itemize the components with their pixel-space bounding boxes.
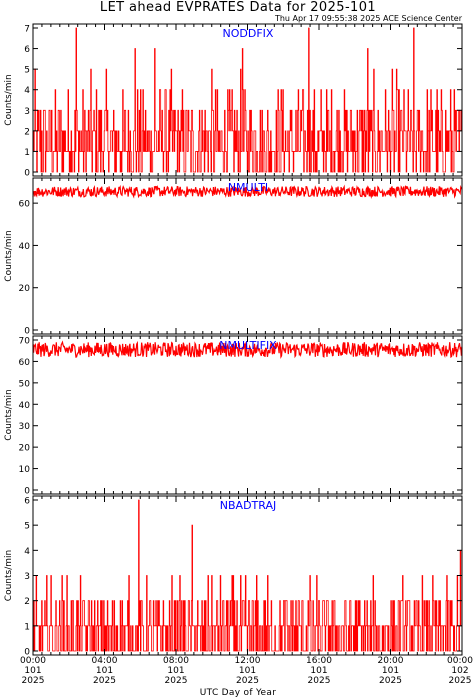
panel-label-nmultifix: NMULTIFIX bbox=[219, 339, 277, 352]
series-line-nbadtraj bbox=[33, 499, 463, 652]
y-axis-label: Counts/min bbox=[4, 230, 14, 281]
series-line-noddfix bbox=[33, 27, 463, 173]
y-tick-label: 60 bbox=[19, 358, 31, 368]
y-tick-label: 6 bbox=[24, 45, 30, 55]
y-tick-label: 30 bbox=[19, 422, 31, 432]
x-tick-label: 101 bbox=[239, 666, 256, 676]
y-tick-label: 0 bbox=[24, 648, 30, 658]
series-line-nmulti bbox=[32, 184, 463, 199]
y-tick-label: 40 bbox=[19, 242, 31, 252]
x-tick-label: 2025 bbox=[449, 676, 472, 686]
panel-frame bbox=[32, 177, 463, 335]
y-tick-label: 4 bbox=[24, 86, 30, 96]
y-axis-label: Counts/min bbox=[4, 74, 14, 125]
x-axis-label: UTC Day of Year bbox=[199, 688, 277, 698]
y-axis-label: Counts/min bbox=[4, 550, 14, 601]
y-axis-label: Counts/min bbox=[4, 389, 14, 440]
y-tick-label: 1 bbox=[24, 622, 30, 632]
y-tick-label: 5 bbox=[24, 66, 30, 76]
y-tick-label: 40 bbox=[19, 401, 31, 411]
x-tick-label: 2025 bbox=[308, 676, 331, 686]
y-tick-label: 50 bbox=[19, 379, 31, 389]
x-tick-label: 16:00 bbox=[306, 656, 332, 666]
chart-title: LET ahead EVPRATES Data for 2025-101 bbox=[99, 0, 377, 15]
y-tick-label: 7 bbox=[24, 25, 30, 35]
x-tick-label: 04:00 bbox=[92, 656, 118, 666]
y-tick-label: 20 bbox=[19, 284, 31, 294]
y-tick-label: 20 bbox=[19, 444, 31, 454]
series-line-nmultifix bbox=[32, 340, 463, 359]
panel-label-nmulti: NMULTI bbox=[228, 181, 268, 194]
y-tick-label: 6 bbox=[24, 497, 30, 507]
x-tick-label: 00:00 bbox=[447, 656, 473, 666]
y-tick-label: 4 bbox=[24, 547, 30, 557]
y-tick-label: 10 bbox=[19, 465, 31, 475]
y-tick-label: 2 bbox=[24, 127, 30, 137]
x-tick-label: 101 bbox=[310, 666, 327, 676]
y-tick-label: 3 bbox=[24, 572, 30, 582]
y-tick-label: 0 bbox=[24, 327, 30, 337]
x-tick-label: 2025 bbox=[93, 676, 116, 686]
x-tick-label: 102 bbox=[451, 666, 468, 676]
x-tick-label: 08:00 bbox=[163, 656, 189, 666]
panel-label-nbadtraj: NBADTRAJ bbox=[220, 499, 276, 512]
y-tick-label: 0 bbox=[24, 169, 30, 179]
x-tick-label: 101 bbox=[382, 666, 399, 676]
y-tick-label: 0 bbox=[24, 487, 30, 497]
y-tick-label: 1 bbox=[24, 148, 30, 158]
y-tick-label: 3 bbox=[24, 107, 30, 117]
y-tick-label: 5 bbox=[24, 522, 30, 532]
panel-label-noddfix: NODDFIX bbox=[223, 27, 274, 40]
x-tick-label: 2025 bbox=[22, 676, 45, 686]
x-tick-label: 101 bbox=[167, 666, 184, 676]
panel-frame bbox=[32, 335, 463, 495]
y-tick-label: 2 bbox=[24, 597, 30, 607]
timestamp: Thu Apr 17 09:55:38 2025 ACE Science Cen… bbox=[274, 14, 462, 23]
x-tick-label: 2025 bbox=[379, 676, 402, 686]
x-tick-label: 101 bbox=[24, 666, 41, 676]
y-tick-label: 70 bbox=[19, 337, 31, 347]
x-tick-label: 20:00 bbox=[378, 656, 404, 666]
x-tick-label: 00:00 bbox=[20, 656, 46, 666]
x-tick-label: 12:00 bbox=[235, 656, 261, 666]
x-tick-label: 2025 bbox=[165, 676, 188, 686]
x-tick-label: 2025 bbox=[236, 676, 259, 686]
x-tick-label: 101 bbox=[96, 666, 113, 676]
y-tick-label: 60 bbox=[19, 200, 31, 210]
